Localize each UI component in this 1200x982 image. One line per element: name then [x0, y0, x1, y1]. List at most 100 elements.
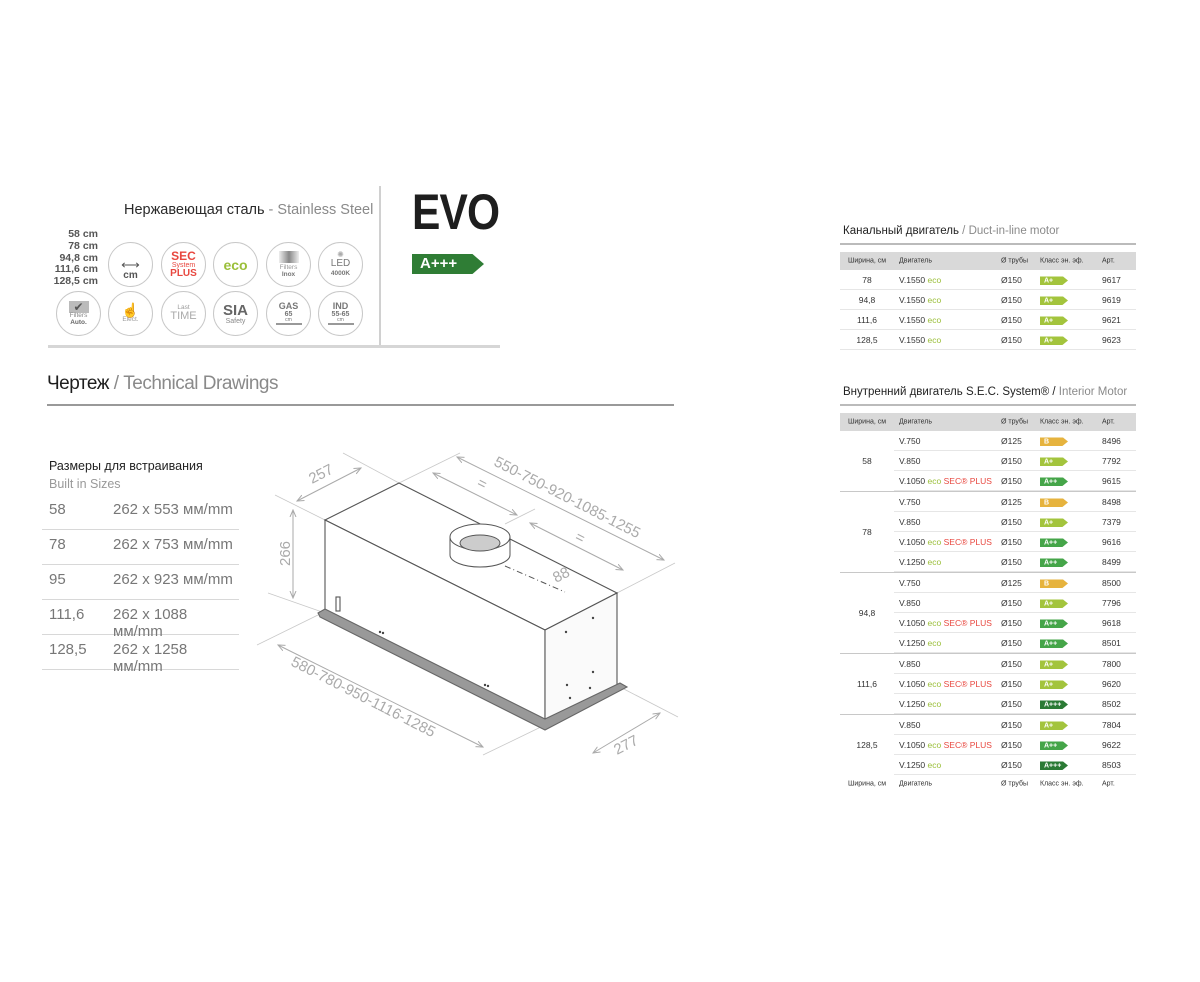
filters-auto-icon: ✔ Filters Auto.: [56, 291, 101, 336]
table-row: V.1250 eco Ø150 A+++ 8503: [894, 755, 1136, 775]
icon-label: Auto.: [70, 318, 87, 326]
column-header-motor: Двигатель: [899, 257, 933, 265]
article-number: 9617: [1102, 274, 1121, 285]
row-dimensions: 262 x 923 мм/mm: [113, 571, 233, 588]
motor-name: V.750: [899, 496, 921, 507]
table-row: V.1050 eco SEC® PLUS Ø150 A++ 9615: [894, 471, 1136, 491]
eco-tag: eco: [927, 294, 942, 305]
motor-cell: V.850: [899, 720, 920, 730]
motor-name: V.1550: [899, 274, 926, 285]
sec-plus-tag: SEC® PLUS: [943, 536, 992, 547]
motor-cell: V.850: [899, 659, 920, 669]
motor-name: V.850: [899, 719, 921, 730]
icon-label: cm: [123, 270, 138, 281]
table-row: V.1050 eco SEC® PLUS Ø150 A++ 9616: [894, 532, 1136, 552]
center-line: [504, 565, 566, 593]
energy-class: A+: [1040, 678, 1068, 689]
column-header-motor: Двигатель: [899, 418, 933, 426]
column-header-class: Класс эн. эф.: [1040, 257, 1084, 265]
energy-class: A+: [1040, 294, 1068, 305]
interior-motor-table: Ширина, см Двигатель Ø трубы Класс эн. эф. А…: [840, 413, 1136, 793]
divider: [47, 404, 674, 406]
eco-tag: eco: [927, 274, 942, 285]
screw-holes: [378, 616, 595, 700]
eco-tag: eco: [927, 334, 942, 345]
label-equal: =: [572, 528, 588, 547]
article-number: 8502: [1102, 698, 1121, 709]
duct-motor-table: Ширина, см Двигатель Ø трубы Класс эн. эф. А…: [840, 252, 1136, 350]
title-en: Technical Drawings: [123, 373, 278, 394]
model-name: EVO: [412, 184, 500, 240]
motor-name: V.850: [899, 658, 921, 669]
article-number: 8498: [1102, 496, 1121, 507]
label-height: 266: [277, 541, 294, 566]
title-ru: Внутренний двигатель S.E.C. System® /: [843, 386, 1059, 398]
motor-name: V.1050: [899, 739, 926, 750]
column-header-art: Арт.: [1102, 418, 1115, 426]
motor-cell: V.1250 eco: [899, 699, 941, 709]
article-number: 8501: [1102, 637, 1121, 648]
icon-label: Safety: [225, 317, 246, 325]
table-row: V.1250 eco Ø150 A++ 8501: [894, 633, 1136, 653]
group-rows: V.750 Ø125 B 8498 V.850 Ø150 A+ 7379 V.1050 eco …: [894, 492, 1136, 572]
sia-safety-icon: SIA Safety: [213, 291, 258, 336]
width-cell: 111,6: [856, 679, 877, 689]
energy-class-badge: B: [1040, 437, 1068, 446]
title-en: Duct-in-line motor: [968, 225, 1060, 237]
motor-cell: V.1050 eco SEC® PLUS: [899, 679, 992, 689]
energy-class: B: [1040, 496, 1068, 507]
energy-class-badge: A++: [1040, 477, 1068, 486]
article-number: 8496: [1102, 435, 1121, 446]
width-group: 58 V.750 Ø125 B 8496 V.850 Ø150 A+ 7792 V.1050 ec…: [840, 431, 1136, 491]
sec-plus-tag: SEC® PLUS: [943, 475, 992, 486]
extension-lines: [256, 452, 679, 756]
material-en: Stainless Steel: [277, 202, 374, 218]
energy-class: A++: [1040, 617, 1068, 628]
icon-label: SEC: [171, 249, 196, 263]
table-row: V.850 Ø150 A+ 7804: [894, 715, 1136, 735]
table-row: 111,6 V.1550 eco Ø150 A+ 9621: [840, 310, 1136, 330]
motor-cell: V.1550 eco: [899, 315, 941, 325]
pipe-diameter: Ø150: [1001, 455, 1022, 466]
table-row: V.850 Ø150 A+ 7800: [894, 654, 1136, 674]
width-group: 128,5 V.850 Ø150 A+ 7804 V.1050 eco SEC® PLUS…: [840, 714, 1136, 775]
icon-label: 4000K: [330, 270, 351, 278]
energy-class-badge: A+++: [1040, 700, 1068, 709]
built-in-row: 111,6 262 x 1088 мм/mm: [42, 600, 239, 640]
article-number: 9622: [1102, 739, 1121, 750]
material-title: Нержавеющая сталь - Stainless Steel: [124, 202, 373, 218]
induction-height-icon: IND 55-65 cm: [318, 291, 363, 336]
article-number: 9616: [1102, 536, 1121, 547]
column-header-class: Класс эн. эф.: [1040, 418, 1084, 426]
separator: /: [108, 373, 124, 394]
article-number: 9615: [1102, 475, 1121, 486]
eco-tag: eco: [927, 739, 942, 750]
width-cell: 128,5: [856, 334, 878, 345]
table-row: V.850 Ø150 A+ 7379: [894, 512, 1136, 532]
size-item: 78 cm: [68, 239, 98, 252]
motor-name: V.750: [899, 435, 921, 446]
icon-label: Filters: [69, 312, 88, 319]
table-row: V.1050 eco SEC® PLUS Ø150 A++ 9622: [894, 735, 1136, 755]
double-arrow-icon: ⟷: [121, 257, 140, 272]
pipe-diameter: Ø150: [1001, 719, 1022, 730]
table-row: V.750 Ø125 B 8498: [894, 492, 1136, 512]
icon-label: System: [171, 262, 196, 269]
icon-label: Filters: [279, 264, 298, 271]
label-equal: =: [474, 474, 490, 493]
article-number: 9618: [1102, 617, 1121, 628]
energy-class-badge: A+++: [1040, 761, 1068, 770]
column-header-motor: Двигатель: [899, 780, 933, 788]
motor-name: V.1250: [899, 698, 926, 709]
group-rows: V.750 Ø125 B 8500 V.850 Ø150 A+ 7796 V.1050 eco …: [894, 573, 1136, 653]
table-row: 94,8 V.1550 eco Ø150 A+ 9619: [840, 290, 1136, 310]
width-cell: 78: [862, 274, 872, 285]
motor-name: V.1050: [899, 475, 926, 486]
motor-name: V.1550: [899, 314, 926, 325]
motor-cell: V.1250 eco: [899, 557, 941, 567]
eco-tag: eco: [927, 637, 942, 648]
motor-name: V.750: [899, 577, 921, 588]
motor-cell: V.1550 eco: [899, 335, 941, 345]
label-depth-bottom: 277: [611, 732, 641, 759]
energy-class-badge: A+: [1040, 660, 1068, 669]
